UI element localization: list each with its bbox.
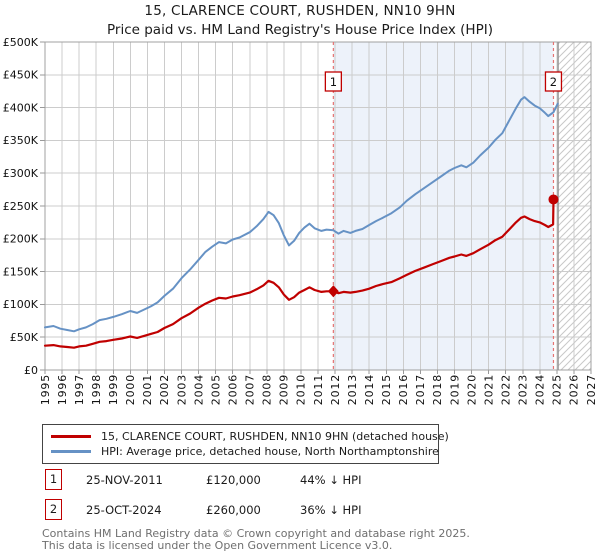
svg-text:£450K: £450K: [3, 69, 39, 82]
svg-text:1995: 1995: [39, 374, 52, 405]
svg-text:£500K: £500K: [3, 36, 39, 49]
svg-text:2003: 2003: [175, 374, 188, 405]
svg-text:1999: 1999: [107, 374, 120, 405]
svg-text:2011: 2011: [312, 374, 325, 405]
svg-text:2020: 2020: [465, 374, 478, 405]
svg-text:1998: 1998: [90, 374, 103, 405]
transaction-1-date: 25-NOV-2011: [86, 473, 163, 487]
legend-label-hpi: HPI: Average price, detached house, Nort…: [101, 445, 439, 458]
svg-text:2017: 2017: [414, 374, 427, 405]
transaction-row-1: 1 25-NOV-2011 £120,000 44% ↓ HPI: [0, 469, 600, 493]
svg-text:2022: 2022: [499, 374, 512, 405]
plot-border: [44, 41, 592, 371]
svg-text:2027: 2027: [585, 374, 598, 405]
sale-marker-2[interactable]: [548, 194, 559, 205]
svg-text:2016: 2016: [397, 374, 410, 405]
svg-text:2002: 2002: [158, 374, 171, 405]
svg-text:2018: 2018: [431, 374, 444, 405]
legend-item-hpi: HPI: Average price, detached house, Nort…: [51, 444, 439, 459]
svg-text:2004: 2004: [192, 374, 205, 405]
svg-text:£100K: £100K: [3, 298, 39, 311]
svg-text:1: 1: [330, 75, 337, 89]
svg-text:1996: 1996: [56, 374, 69, 405]
page-title: 15, CLARENCE COURT, RUSHDEN, NN10 9HN: [144, 3, 456, 19]
transaction-1-hpi-diff: 44% ↓ HPI: [300, 473, 362, 487]
svg-text:1997: 1997: [73, 374, 86, 405]
license-footer: Contains HM Land Registry data © Crown c…: [42, 528, 470, 551]
transaction-2-marker-badge: 2: [45, 499, 62, 520]
svg-text:2023: 2023: [517, 374, 530, 405]
svg-text:2008: 2008: [261, 374, 274, 405]
svg-text:2: 2: [550, 75, 557, 89]
chart-header: 15, CLARENCE COURT, RUSHDEN, NN10 9HN Pr…: [0, 0, 600, 38]
svg-text:£250K: £250K: [3, 200, 39, 213]
svg-text:2019: 2019: [448, 374, 461, 405]
legend-line-sample-red: [51, 435, 91, 438]
legend-line-sample-blue: [51, 450, 91, 453]
transaction-row-2: 2 25-OCT-2024 £260,000 36% ↓ HPI: [0, 499, 600, 523]
sale-marker-1[interactable]: [327, 285, 339, 298]
svg-text:£200K: £200K: [3, 233, 39, 246]
svg-text:2013: 2013: [346, 374, 359, 405]
svg-text:2010: 2010: [295, 374, 308, 405]
svg-text:2009: 2009: [278, 374, 291, 405]
svg-text:£300K: £300K: [3, 167, 39, 180]
price-paid-line: [43, 198, 555, 349]
svg-text:£400K: £400K: [3, 101, 39, 114]
footer-line-2: This data is licensed under the Open Gov…: [42, 538, 393, 552]
svg-text:2025: 2025: [551, 374, 564, 405]
legend-label-property: 15, CLARENCE COURT, RUSHDEN, NN10 9HN (d…: [101, 430, 449, 443]
page-subtitle: Price paid vs. HM Land Registry's House …: [107, 22, 493, 38]
svg-text:2014: 2014: [363, 374, 376, 405]
transaction-1-price: £120,000: [206, 473, 261, 487]
svg-text:2021: 2021: [482, 374, 495, 405]
svg-text:2026: 2026: [568, 374, 581, 405]
svg-text:2024: 2024: [534, 374, 547, 405]
sale-label-2[interactable]: 2: [544, 71, 563, 92]
svg-text:2000: 2000: [124, 374, 137, 405]
svg-text:2005: 2005: [209, 374, 222, 405]
transaction-2-hpi-diff: 36% ↓ HPI: [300, 503, 362, 517]
y-axis-labels: £0 £50K £100K £150K £200K £250K £300K £350K £400…: [3, 36, 39, 377]
svg-text:£0: £0: [24, 364, 38, 377]
svg-text:2007: 2007: [244, 374, 257, 405]
sale-label-1[interactable]: 1: [324, 71, 343, 92]
svg-text:2012: 2012: [329, 374, 342, 405]
axis-ticks: [40, 41, 592, 374]
svg-text:2015: 2015: [380, 374, 393, 405]
chart-legend: 15, CLARENCE COURT, RUSHDEN, NN10 9HN (d…: [42, 424, 449, 464]
x-axis-labels: 1995 1996 1997 1998 1999 2000 2001 2002 2003 2004…: [39, 374, 598, 405]
hpi-line: [44, 96, 559, 333]
legend-item-property: 15, CLARENCE COURT, RUSHDEN, NN10 9HN (d…: [51, 429, 449, 444]
transaction-2-price: £260,000: [206, 503, 261, 517]
price-history-chart: 1 2 £0 £50K £100K £150K £200K £250K £300K £350K £4…: [3, 36, 598, 405]
transaction-1-marker-badge: 1: [45, 469, 62, 490]
footer-line-1: Contains HM Land Registry data © Crown c…: [42, 527, 470, 540]
svg-text:2006: 2006: [226, 374, 239, 405]
svg-text:£50K: £50K: [10, 331, 39, 344]
svg-text:£150K: £150K: [3, 265, 39, 278]
svg-text:£350K: £350K: [3, 134, 39, 147]
svg-text:2001: 2001: [141, 374, 154, 405]
transaction-2-date: 25-OCT-2024: [86, 503, 162, 517]
